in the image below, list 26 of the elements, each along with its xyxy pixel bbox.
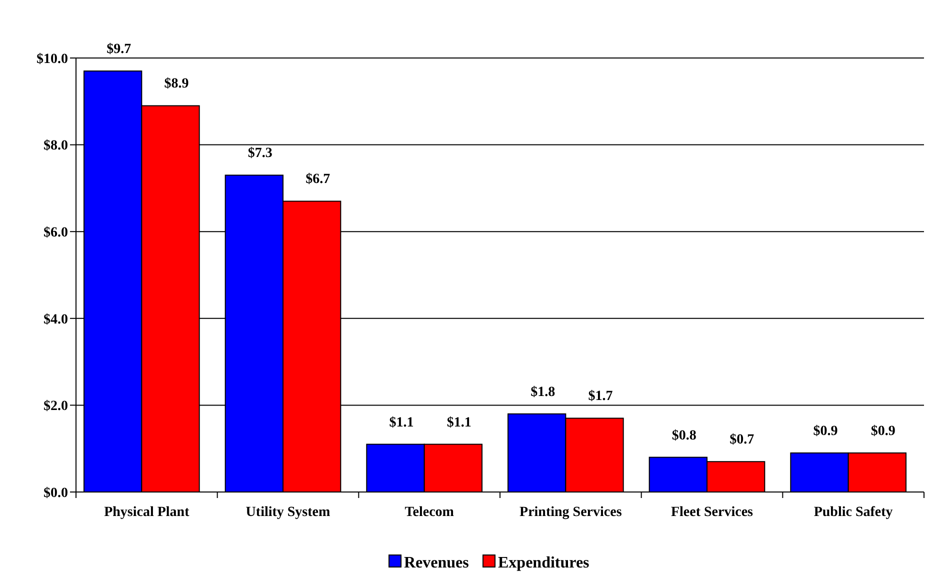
data-label: $1.7 — [588, 389, 613, 404]
data-label: $0.9 — [813, 424, 838, 439]
y-tick-label: $10.0 — [36, 52, 68, 67]
data-label: $7.3 — [248, 146, 272, 162]
y-tick-label: $8.0 — [44, 138, 68, 154]
legend-label: Expenditures — [498, 554, 590, 572]
data-label: $1.1 — [389, 415, 414, 430]
x-tick-label: Fleet Services — [670, 505, 754, 520]
data-label: $0.8 — [672, 428, 696, 444]
y-tick-label: $6.0 — [44, 226, 68, 240]
legend-label: Revenues — [404, 554, 469, 572]
data-label: $6.7 — [306, 172, 330, 188]
x-tick-label: Telecom — [404, 505, 454, 520]
x-tick-label: Public Safety — [814, 505, 893, 520]
data-label: $0.9 — [870, 424, 896, 439]
data-label: $0.7 — [730, 432, 754, 448]
y-tick-label: $0.0 — [44, 486, 68, 501]
data-label: $9.7 — [106, 42, 132, 58]
x-tick-label: Utility System — [246, 505, 331, 520]
data-label: $1.1 — [446, 415, 472, 430]
x-tick-label: Physical Plant — [104, 505, 190, 520]
x-tick-label: Printing Services — [520, 505, 622, 520]
data-label: $8.9 — [164, 76, 189, 92]
y-tick-label: $4.0 — [44, 312, 68, 328]
y-tick-label: $2.0 — [44, 399, 68, 414]
data-label: $1.8 — [530, 384, 556, 400]
